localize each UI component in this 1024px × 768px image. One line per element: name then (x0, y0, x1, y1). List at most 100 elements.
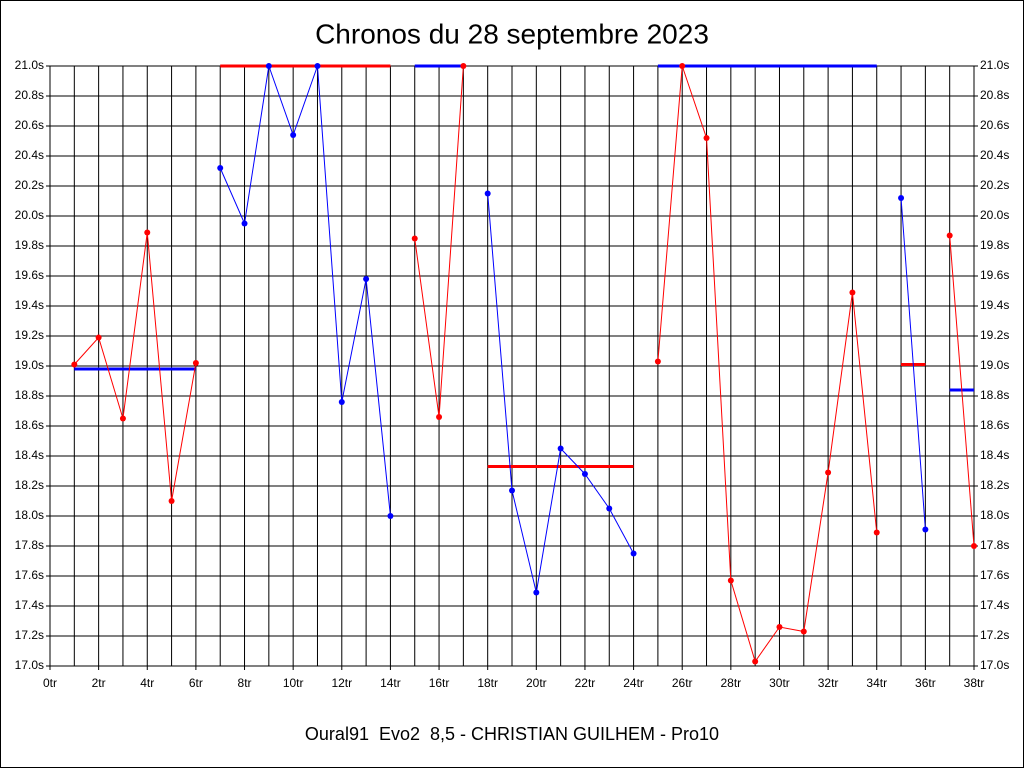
data-point (338, 399, 345, 405)
data-point (265, 63, 272, 69)
data-point (654, 358, 661, 365)
y-tick-label: 18.6s (980, 418, 1009, 432)
y-tick-label: 19.0s (980, 358, 1009, 372)
y-tick-label: 20.6s (15, 118, 44, 132)
data-point (922, 526, 929, 533)
data-point (290, 132, 297, 138)
y-tick-label: 20.4s (980, 148, 1009, 162)
y-tick-label: 18.0s (980, 508, 1009, 522)
y-tick-label: 18.4s (980, 448, 1009, 462)
y-tick-label: 20.0s (980, 208, 1009, 222)
x-tick-label: 22tr (575, 676, 596, 690)
y-tick-label: 20.0s (15, 208, 44, 222)
x-tick-label: 6tr (189, 676, 203, 690)
data-point (849, 289, 856, 296)
data-point (144, 229, 151, 236)
data-point (168, 498, 175, 504)
data-point (95, 334, 102, 341)
y-tick-label: 18.2s (15, 478, 44, 492)
data-point (946, 232, 953, 239)
y-tick-label: 19.6s (15, 268, 44, 282)
x-tick-label: 16tr (429, 676, 450, 690)
data-point (825, 469, 832, 476)
y-tick-label: 18.2s (980, 478, 1009, 492)
y-tick-label: 20.2s (980, 178, 1009, 192)
x-tick-label: 34tr (866, 676, 887, 690)
x-tick-label: 20tr (526, 676, 547, 690)
y-tick-label: 19.8s (980, 238, 1009, 252)
y-tick-label: 21.0s (980, 58, 1009, 72)
footer: Oural91 Evo2 8,5 - CHRISTIAN GUILHEM - P… (305, 724, 719, 744)
x-tick-label: 26tr (672, 676, 693, 690)
data-point (971, 543, 977, 549)
y-tick-label: 18.8s (980, 388, 1009, 402)
data-point (533, 589, 540, 596)
data-point (898, 195, 905, 201)
data-point (557, 445, 564, 452)
y-tick-label: 17.2s (980, 628, 1009, 642)
data-point (241, 220, 248, 227)
y-tick-label: 19.8s (15, 238, 44, 252)
y-tick-label: 19.0s (15, 358, 44, 372)
y-tick-label: 17.2s (15, 628, 44, 642)
series-line (219, 65, 391, 517)
x-tick-label: 12tr (331, 676, 352, 690)
x-tick-label: 2tr (92, 676, 106, 690)
data-point (606, 505, 613, 512)
y-tick-label: 20.2s (15, 178, 44, 192)
y-tick-label: 17.4s (980, 598, 1009, 612)
series-line (900, 197, 926, 530)
data-point (509, 487, 515, 494)
y-tick-label: 20.6s (980, 118, 1009, 132)
data-point (581, 471, 588, 477)
data-point (119, 415, 126, 422)
y-tick-label: 17.4s (15, 598, 44, 612)
x-tick-label: 14tr (380, 676, 401, 690)
plot-border (49, 65, 975, 667)
x-tick-label: 24tr (623, 676, 644, 690)
x-tick-label: 8tr (238, 676, 252, 690)
y-tick-label: 18.4s (15, 448, 44, 462)
y-tick-label: 17.0s (980, 658, 1009, 672)
data-point (752, 658, 759, 665)
data-point (484, 190, 491, 197)
y-tick-label: 20.4s (15, 148, 44, 162)
y-tick-label: 18.6s (15, 418, 44, 432)
y-tick-label: 17.6s (15, 568, 44, 582)
y-tick-label: 19.4s (980, 298, 1009, 312)
chart-title: Chronos du 28 septembre 2023 (315, 18, 709, 49)
data-point (703, 135, 710, 141)
y-tick-label: 19.2s (980, 328, 1009, 342)
data-point (363, 276, 370, 282)
x-tick-label: 4tr (140, 676, 154, 690)
series-line (949, 235, 975, 547)
data-point (387, 513, 394, 519)
data-point (217, 165, 224, 171)
x-tick-label: 36tr (915, 676, 936, 690)
x-tick-label: 10tr (283, 676, 304, 690)
series-line (73, 232, 197, 502)
data-point (727, 577, 734, 584)
y-tick-label: 19.4s (15, 298, 44, 312)
data-point (314, 63, 321, 69)
y-tick-label: 20.8s (15, 88, 44, 102)
y-tick-label: 17.8s (15, 538, 44, 552)
x-tick-label: 30tr (769, 676, 790, 690)
data-point (411, 235, 418, 242)
data-point (800, 628, 807, 635)
data-point (630, 550, 637, 557)
data-point (436, 414, 443, 420)
data-point (873, 529, 880, 536)
data-point (192, 360, 199, 366)
y-tick-label: 18.8s (15, 388, 44, 402)
y-tick-label: 21.0s (15, 58, 44, 72)
y-tick-label: 19.6s (980, 268, 1009, 282)
y-tick-label: 19.2s (15, 328, 44, 342)
y-tick-label: 20.8s (980, 88, 1009, 102)
y-tick-label: 17.6s (980, 568, 1009, 582)
y-tick-label: 17.0s (15, 658, 44, 672)
data-point (679, 63, 686, 69)
data-point (460, 63, 467, 69)
x-tick-label: 28tr (720, 676, 741, 690)
